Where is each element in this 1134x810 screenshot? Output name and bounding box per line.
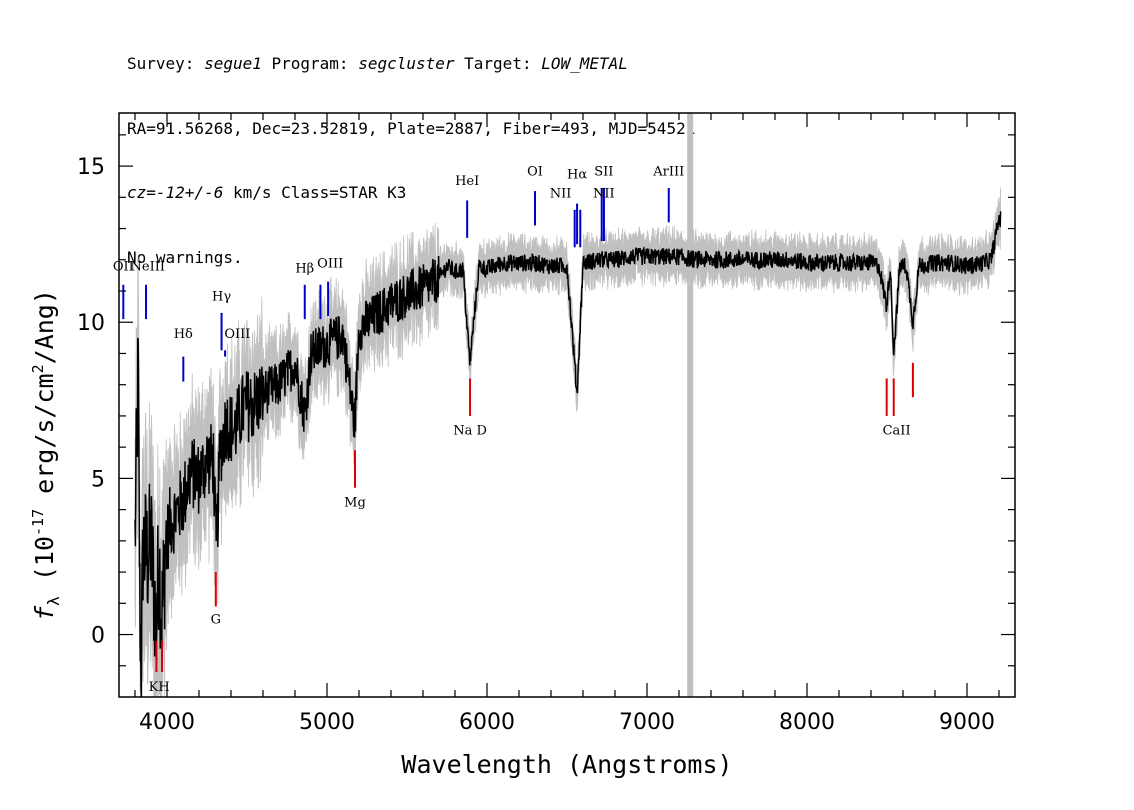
emission-label-12: NII: [593, 186, 615, 201]
y-axis-title-b: erg/s/cm: [30, 373, 59, 508]
header-redshift-line: cz=-12+/-6 km/s Class=STAR K3: [127, 182, 695, 204]
x-tick-label-2: 6000: [459, 710, 515, 735]
x-tick-label-1: 5000: [299, 710, 355, 735]
absorption-label-4: CaII: [883, 424, 911, 439]
emission-label-4: OIII: [224, 327, 250, 342]
error-series: [134, 187, 1001, 698]
spectrum-line: [134, 211, 1002, 698]
spectrum-series: [134, 211, 1002, 698]
emission-label-3: Hγ: [212, 289, 231, 304]
x-tick-label-3: 7000: [619, 710, 675, 735]
header-survey-part-5: LOW_METAL: [541, 54, 628, 73]
emission-label-0: OII: [113, 260, 134, 275]
absorption-label-2: Mg: [344, 495, 366, 510]
header-survey-part-4: Target:: [454, 54, 542, 73]
header-survey-part-3: segcluster: [358, 54, 455, 73]
y-axis-title-a: (10: [30, 536, 59, 596]
masked-region: [687, 113, 694, 697]
y-tick-label-0: 0: [91, 624, 105, 649]
emission-label-2: Hδ: [174, 327, 193, 342]
y-axis-title-f: f: [30, 605, 59, 621]
y-axis-title-sub: λ: [44, 596, 63, 606]
absorption-label-3: Na D: [453, 424, 487, 439]
emission-label-1: NeIII: [131, 260, 165, 275]
y-axis-title: fλ (10-17 erg/s/cm2/Ang): [29, 289, 63, 621]
absorption-label-1: G: [211, 613, 221, 628]
axis-ticks: 4000 5000 6000 7000 8000 9000 0 5 10 15: [77, 113, 1015, 735]
header-survey-part-2: Program:: [261, 54, 359, 73]
emission-label-11: SII: [594, 164, 613, 179]
plot-border: [118, 112, 1016, 698]
x-tick-label-4: 8000: [779, 710, 835, 735]
emission-label-5: Hβ: [295, 261, 314, 276]
header-survey-part-1: segue1: [204, 54, 262, 73]
absorption-label-0: KH: [149, 680, 170, 695]
emission-label-7: HeI: [455, 174, 479, 189]
masked-band: [687, 113, 694, 697]
emission-label-6: OIII: [317, 257, 343, 272]
x-tick-label-5: 9000: [939, 710, 995, 735]
y-axis-title-sup1: -17: [29, 509, 47, 536]
header-redshift-part-1: km/s Class=STAR K3: [223, 183, 407, 202]
y-axis-title-sup2: 2: [29, 364, 47, 373]
x-tick-label-0: 4000: [139, 710, 195, 735]
y-tick-label-3: 15: [77, 155, 105, 180]
header-redshift-part-0: cz=-12+/-6: [127, 183, 224, 202]
y-tick-label-2: 10: [77, 311, 105, 336]
emission-label-10: Hα: [567, 168, 587, 183]
header-survey-line: Survey: segue1 Program: segcluster Targe…: [127, 53, 695, 75]
header-warnings-line: No warnings.: [127, 247, 243, 267]
emission-label-13: ArIII: [652, 164, 684, 179]
header-coords-line: RA=91.56268, Dec=23.52819, Plate=2887, F…: [127, 118, 696, 138]
y-axis-title-c: /Ang): [30, 289, 59, 364]
emission-label-8: OI: [527, 164, 543, 179]
y-tick-label-1: 5: [91, 467, 105, 492]
error-band: [134, 187, 1001, 698]
x-axis-title: Wavelength (Angstroms): [401, 750, 732, 779]
spectrum-header: Survey: segue1 Program: segcluster Targe…: [127, 10, 695, 290]
plot-frame: [118, 112, 1016, 698]
header-survey-part-0: Survey:: [127, 54, 205, 73]
emission-label-9: NII: [550, 186, 572, 201]
